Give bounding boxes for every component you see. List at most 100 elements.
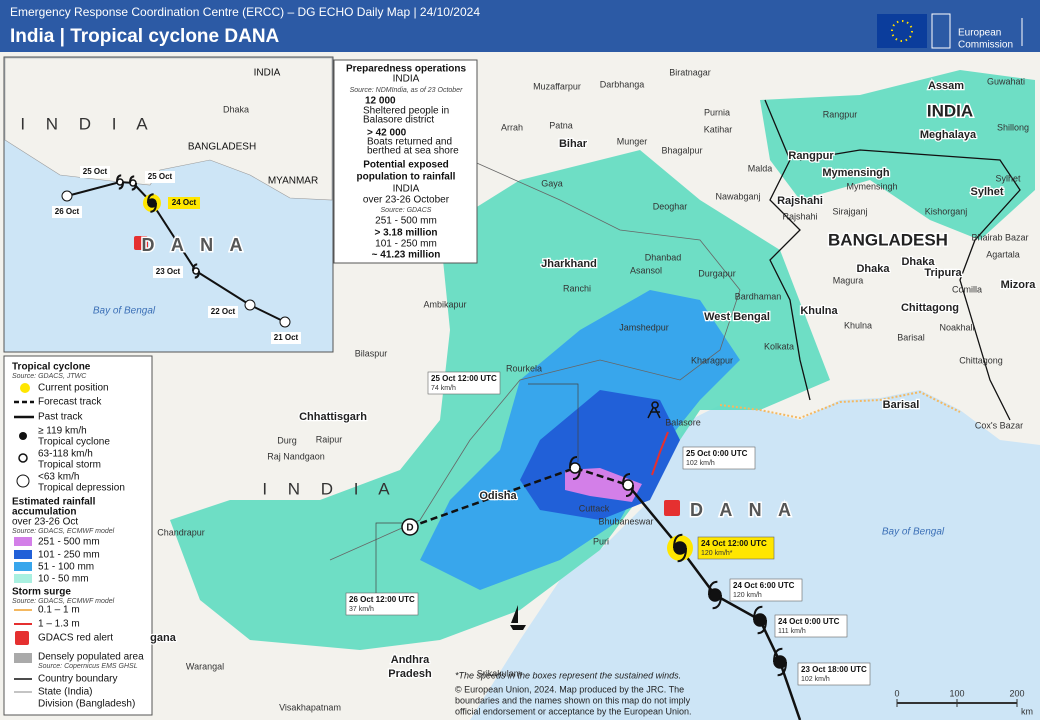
place-label: Kharagpur: [691, 355, 733, 365]
inset-label: 23 Oct: [156, 267, 181, 276]
legend-text: over 23-26 Oct: [12, 517, 78, 528]
place-label: Meghalaya: [920, 129, 977, 141]
preparedness-text: berthed at sea shore: [367, 146, 459, 157]
place-label: Dhanbad: [645, 252, 682, 262]
preparedness-text: > 42 000: [367, 128, 407, 139]
cyclone-arm: [757, 619, 767, 635]
preparedness-text: Source: GDACS: [381, 207, 432, 214]
place-label: Barisal: [897, 332, 925, 342]
track-label-time: 24 Oct 0:00 UTC: [778, 617, 840, 626]
place-label: Chandrapur: [157, 527, 205, 537]
place-label: Kishorganj: [925, 206, 968, 216]
place-label: Rangpur: [823, 109, 858, 119]
cyclone-arm: [708, 580, 718, 596]
legend-text: Division (Bangladesh): [38, 699, 135, 710]
place-label: West Bengal: [704, 311, 770, 323]
track-label-box: [697, 536, 775, 560]
copyright: boundaries and the names shown on this m…: [455, 695, 691, 705]
legend-text: Source: GDACS, ECMWF model: [12, 598, 115, 605]
cyclone-icon: [673, 541, 687, 555]
place-label: Malda: [748, 163, 773, 173]
depression-icon: [279, 316, 291, 328]
preparedness-text: 12 000: [365, 96, 396, 107]
cyclone-arm: [572, 467, 581, 480]
place-label: Magura: [833, 275, 864, 285]
place-label: Dhaka: [901, 256, 935, 268]
preparedness-text: Preparedness operations: [346, 64, 466, 75]
place-label: Mizora: [1001, 279, 1037, 291]
place-label: Cox's Bazar: [975, 420, 1023, 430]
place-label: Raj Nandgaon: [267, 451, 325, 461]
cyclone-arm: [129, 175, 135, 184]
gdacs-alert-icon: [134, 236, 148, 250]
scale-label: 200: [1009, 688, 1024, 698]
place-label: Agartala: [986, 249, 1020, 259]
inset-label: D A N A: [142, 235, 249, 255]
legend-rain-swatch: [14, 550, 32, 559]
place-label: Rangpur: [788, 150, 834, 162]
place-label: Barisal: [883, 399, 920, 411]
place-label: gana: [150, 632, 177, 644]
cyclone-arm: [777, 661, 787, 677]
legend-text: 251 - 500 mm: [38, 537, 100, 548]
inset-label: Dhaka: [223, 104, 249, 114]
inset-land: [4, 57, 333, 201]
place-label: Puri: [593, 536, 609, 546]
place-label: Durgapur: [698, 268, 736, 278]
legend-text: 0.1 – 1 m: [38, 605, 80, 616]
place-label: Bhubaneswar: [598, 516, 653, 526]
place-label: Patna: [549, 120, 573, 130]
cyclone-arm: [194, 270, 200, 279]
legend-text: 51 - 100 mm: [38, 562, 94, 573]
cyclone-arm: [116, 174, 122, 183]
legend-text: Past track: [38, 412, 83, 423]
legend-text: ≥ 119 km/h: [38, 426, 87, 437]
place-label: Durg: [277, 435, 297, 445]
place-label: Munger: [617, 136, 648, 146]
legend-text: 101 - 250 mm: [38, 550, 100, 561]
place-label: Warangal: [186, 661, 224, 671]
cyclone-icon: [569, 462, 581, 474]
label: India | Tropical cyclone DANA: [10, 26, 280, 47]
inset-label: I N D I A: [20, 114, 155, 133]
rain-251-500: [565, 468, 642, 502]
place-label: Cuttack: [579, 503, 610, 513]
place-label: Guwahati: [987, 76, 1025, 86]
place-label: Asansol: [630, 265, 662, 275]
track-label-speed: 74 km/h: [431, 385, 456, 392]
cyclone-arm: [625, 484, 634, 497]
track-label-time: 25 Oct 0:00 UTC: [686, 449, 748, 458]
legend-alert-symbol: [15, 631, 29, 645]
date-box: [52, 206, 82, 218]
place-label: Bhairab Bazar: [971, 232, 1028, 242]
place-label: Bhagalpur: [661, 145, 702, 155]
legend-text: State (India): [38, 687, 92, 698]
legend-text: Densely populated area: [38, 652, 144, 663]
inset-label: MYANMAR: [268, 176, 318, 187]
gdacs-alert-icon: [664, 500, 680, 516]
cyclone-arm: [131, 182, 137, 191]
depression-icon: [401, 518, 419, 536]
track-label-speed: 102 km/h: [686, 460, 715, 467]
inset-label: BANGLADESH: [188, 142, 256, 153]
logo-building: [931, 13, 951, 49]
place-label: Ambikapur: [423, 299, 466, 309]
place-label: Balasore: [665, 417, 701, 427]
legend-text: accumulation: [12, 507, 76, 518]
scale-label: 100: [949, 688, 964, 698]
place-label: Pradesh: [388, 668, 432, 680]
legend-td-symbol: [16, 474, 30, 488]
eu-flag: [877, 14, 927, 48]
place-label: Ranchi: [563, 283, 591, 293]
place-label: Dhaka: [856, 263, 890, 275]
legend-text: Source: Copernicus EMS GHSL: [38, 663, 138, 670]
preparedness-text: over 23-26 October: [363, 195, 450, 206]
place-label: Odisha: [479, 490, 517, 502]
place-label: Kolkata: [764, 341, 794, 351]
legend-text: 63-118 km/h: [38, 449, 93, 460]
cyclone-arm: [622, 473, 631, 486]
legend-text: Source: GDACS, JTWC: [12, 373, 87, 380]
place-label: Bihar: [559, 138, 588, 150]
track-label-speed: 111 km/h: [778, 628, 806, 635]
